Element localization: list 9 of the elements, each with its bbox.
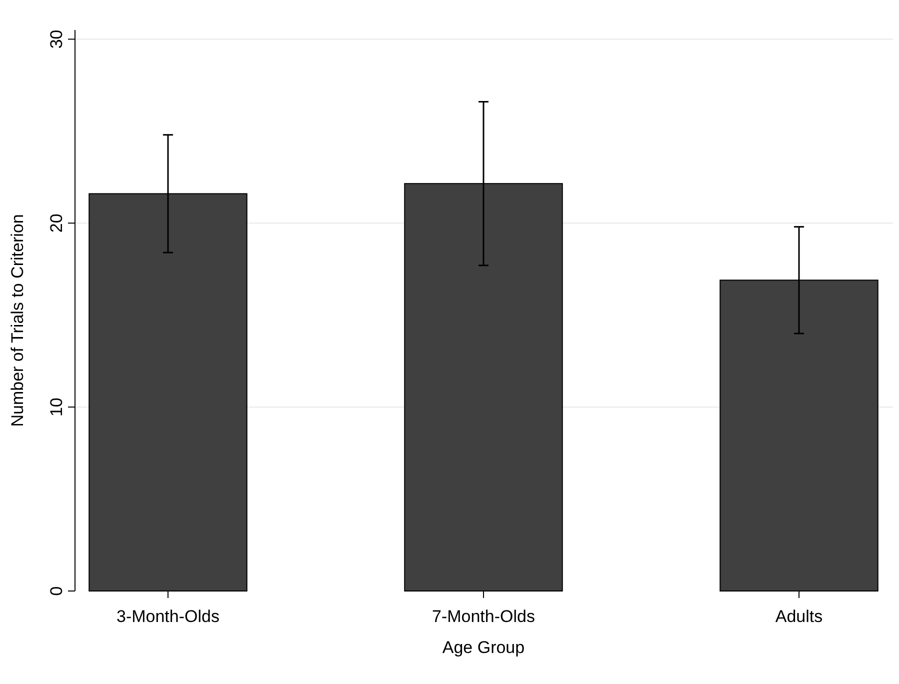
y-tick-label: 0 [47,586,66,596]
x-axis-title: Age Group [442,638,525,657]
x-tick-label: Adults [775,607,823,626]
y-tick-label: 30 [47,30,66,49]
x-tick-label: 7-Month-Olds [432,607,535,626]
x-tick-label: 3-Month-Olds [116,607,220,626]
y-tick-label: 10 [47,398,66,417]
y-axis-title: Number of Trials to Criterion [8,214,27,427]
y-tick-label: 20 [47,214,66,233]
